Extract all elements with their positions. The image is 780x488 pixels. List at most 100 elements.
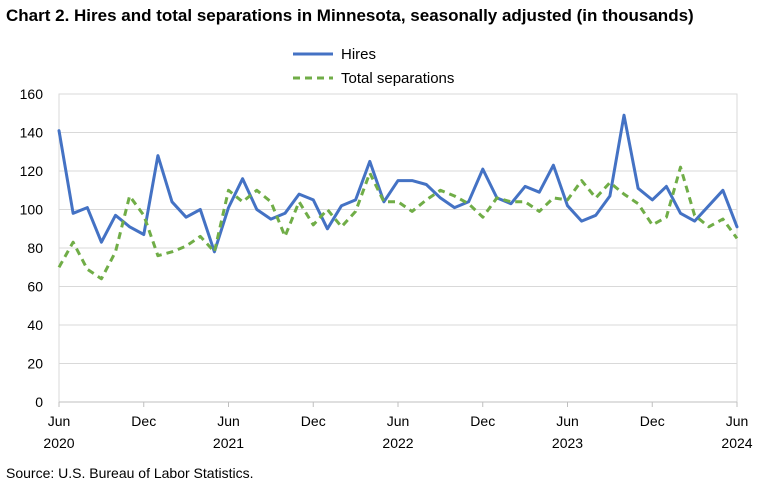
data-point-hires xyxy=(439,196,442,199)
data-point-hires xyxy=(227,206,230,209)
data-point-hires xyxy=(623,114,626,117)
data-point-total-separations xyxy=(382,200,385,203)
data-point-hires xyxy=(241,177,244,180)
data-point-hires xyxy=(736,225,739,228)
data-point-hires xyxy=(298,193,301,196)
data-point-hires xyxy=(580,220,583,223)
legend-label-total-separations: Total separations xyxy=(341,70,454,87)
source-note: Source: U.S. Bureau of Labor Statistics. xyxy=(6,465,254,481)
data-point-hires xyxy=(269,218,272,221)
data-point-hires xyxy=(707,204,710,207)
x-tick-label: Jun xyxy=(726,413,749,429)
x-tick-label: Dec xyxy=(470,413,495,429)
series-line-total-separations xyxy=(57,165,739,281)
data-point-hires xyxy=(72,212,75,215)
data-point-total-separations xyxy=(255,189,258,192)
data-point-total-separations xyxy=(439,189,442,192)
data-point-hires xyxy=(58,129,61,132)
data-point-hires xyxy=(411,179,414,182)
data-point-hires xyxy=(453,206,456,209)
data-point-total-separations xyxy=(185,245,188,248)
data-point-hires xyxy=(255,208,258,211)
data-point-total-separations xyxy=(171,250,174,253)
data-point-total-separations xyxy=(241,200,244,203)
data-point-total-separations xyxy=(721,218,724,221)
data-point-total-separations xyxy=(156,254,159,257)
data-point-hires xyxy=(171,200,174,203)
data-point-hires xyxy=(566,204,569,207)
data-point-total-separations xyxy=(397,200,400,203)
data-point-total-separations xyxy=(340,225,343,228)
data-point-total-separations xyxy=(128,195,131,198)
y-tick-label: 100 xyxy=(20,202,44,218)
data-point-total-separations xyxy=(651,223,654,226)
x-tick-label: Jun xyxy=(217,413,240,429)
x-tick-year-label: 2021 xyxy=(213,435,244,451)
data-point-total-separations xyxy=(411,210,414,213)
data-point-total-separations xyxy=(736,237,739,240)
x-tick-label: Jun xyxy=(387,413,410,429)
x-tick-label: Dec xyxy=(131,413,156,429)
data-point-total-separations xyxy=(495,196,498,199)
data-point-total-separations xyxy=(213,250,216,253)
data-point-total-separations xyxy=(354,210,357,213)
data-point-hires xyxy=(114,214,117,217)
data-point-hires xyxy=(326,227,329,230)
data-point-hires xyxy=(354,198,357,201)
data-point-total-separations xyxy=(199,235,202,238)
data-point-hires xyxy=(594,214,597,217)
data-point-total-separations xyxy=(637,202,640,205)
y-tick-label: 160 xyxy=(20,86,44,102)
data-point-total-separations xyxy=(269,200,272,203)
data-point-total-separations xyxy=(707,225,710,228)
x-tick-label: Jun xyxy=(556,413,579,429)
data-point-total-separations xyxy=(58,266,61,269)
x-tick-year-label: 2022 xyxy=(382,435,413,451)
data-point-total-separations xyxy=(524,200,527,203)
data-point-total-separations xyxy=(453,195,456,198)
data-point-total-separations xyxy=(368,171,371,174)
data-point-total-separations xyxy=(312,223,315,226)
data-point-total-separations xyxy=(425,198,428,201)
series-line-hires xyxy=(57,113,739,254)
data-point-hires xyxy=(199,208,202,211)
data-point-total-separations xyxy=(284,235,287,238)
y-tick-label: 40 xyxy=(27,317,43,333)
data-point-total-separations xyxy=(86,268,89,271)
x-tick-year-label: 2023 xyxy=(552,435,583,451)
y-tick-label: 120 xyxy=(20,163,44,179)
data-point-hires xyxy=(100,241,103,244)
data-point-hires xyxy=(552,164,555,167)
data-point-total-separations xyxy=(566,198,569,201)
legend-label-hires: Hires xyxy=(341,46,376,63)
data-point-total-separations xyxy=(693,214,696,217)
data-point-total-separations xyxy=(100,277,103,280)
data-point-hires xyxy=(651,198,654,201)
data-point-hires xyxy=(481,168,484,171)
data-point-total-separations xyxy=(326,208,329,211)
data-point-hires xyxy=(637,187,640,190)
data-point-total-separations xyxy=(227,189,230,192)
data-point-hires xyxy=(284,212,287,215)
data-point-hires xyxy=(608,195,611,198)
data-point-total-separations xyxy=(467,202,470,205)
x-tick-label: Jun xyxy=(48,413,71,429)
x-tick-year-label: 2020 xyxy=(43,435,74,451)
data-point-hires xyxy=(156,154,159,157)
data-point-total-separations xyxy=(594,196,597,199)
y-tick-label: 20 xyxy=(27,356,43,372)
data-point-hires xyxy=(368,160,371,163)
x-tick-label: Dec xyxy=(640,413,665,429)
data-point-hires xyxy=(185,216,188,219)
data-point-hires xyxy=(538,191,541,194)
data-point-total-separations xyxy=(538,210,541,213)
data-point-hires xyxy=(679,212,682,215)
data-point-hires xyxy=(128,225,131,228)
data-point-hires xyxy=(524,185,527,188)
data-point-hires xyxy=(693,220,696,223)
data-point-total-separations xyxy=(580,179,583,182)
y-tick-label: 0 xyxy=(35,394,43,410)
data-point-total-separations xyxy=(679,166,682,169)
data-point-hires xyxy=(142,233,145,236)
